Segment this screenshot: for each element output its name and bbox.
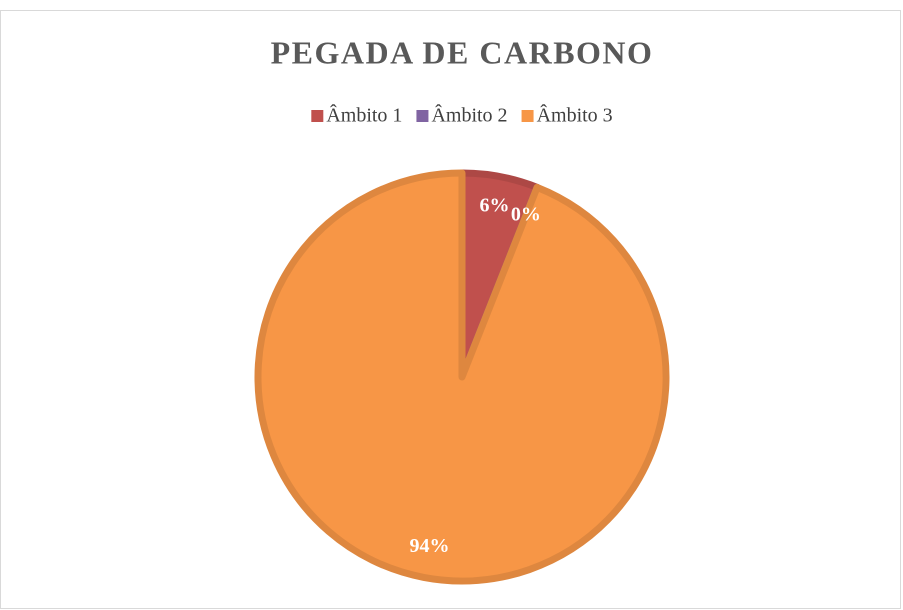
legend-swatch bbox=[416, 110, 429, 122]
chart-title: PEGADA DE CARBONO bbox=[271, 34, 654, 70]
legend-label: Âmbito 1 bbox=[326, 104, 402, 127]
legend-label: Âmbito 3 bbox=[537, 104, 613, 127]
legend-swatch bbox=[521, 110, 534, 122]
legend-label: Âmbito 2 bbox=[431, 104, 507, 127]
legend-swatch bbox=[311, 110, 324, 122]
legend: Âmbito 1 Âmbito 2 Âmbito 3 bbox=[311, 104, 613, 127]
data-label: 94% bbox=[410, 535, 450, 557]
data-label: 6% bbox=[479, 194, 509, 216]
data-label: 0% bbox=[511, 203, 541, 225]
pie-slice bbox=[254, 169, 670, 585]
